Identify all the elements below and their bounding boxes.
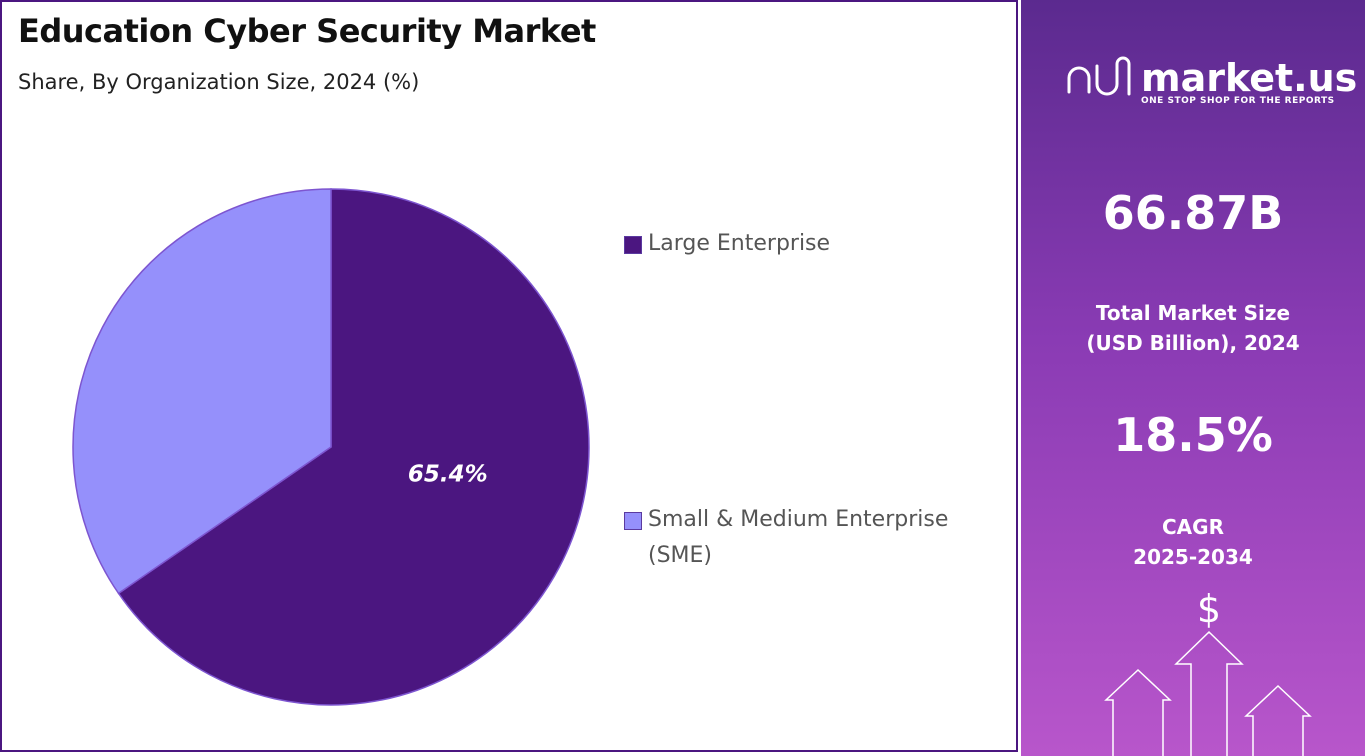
chart-title: Education Cyber Security Market: [18, 12, 596, 50]
tagline: ONE STOP SHOP FOR THE REPORTS: [1141, 96, 1335, 106]
decor: $: [1067, 56, 1312, 756]
data-label: 65.4%: [408, 462, 488, 488]
cagr: 18.5%: [1113, 408, 1273, 462]
legend-item: Large Enterprise: [624, 226, 994, 262]
label-line: Total Market Size: [1095, 301, 1291, 325]
label-line: CAGR: [1162, 515, 1224, 539]
side-panel: $ market.us ONE STOP SHOP FOR THE REPORT…: [1021, 0, 1365, 756]
brand: market.us: [1141, 56, 1358, 100]
legend-item: Small & Medium Enterprise (SME): [624, 502, 994, 574]
chart-panel: Education Cyber Security Market Share, B…: [0, 0, 1018, 752]
cagr-label: CAGR 2025-2034: [1021, 512, 1365, 572]
arrows-icon: [1104, 630, 1312, 756]
dollar-icon: $: [1197, 587, 1221, 631]
market-size: 66.87B: [1102, 186, 1284, 240]
legend-label: Large Enterprise: [648, 231, 831, 256]
market-size-label: Total Market Size (USD Billion), 2024: [1021, 298, 1365, 358]
pie-slice: [72, 188, 332, 595]
chart-subtitle: Share, By Organization Size, 2024 (%): [18, 70, 420, 94]
pie-chart: 65.4%: [72, 188, 590, 706]
legend-label: Small & Medium Enterprise (SME): [648, 507, 949, 568]
label-line: (USD Billion), 2024: [1086, 331, 1300, 355]
legend-swatch: [624, 236, 642, 254]
pie-slice: [117, 188, 590, 706]
label-line: 2025-2034: [1133, 545, 1253, 569]
logo-icon: [1067, 56, 1131, 96]
legend-swatch: [624, 512, 642, 530]
